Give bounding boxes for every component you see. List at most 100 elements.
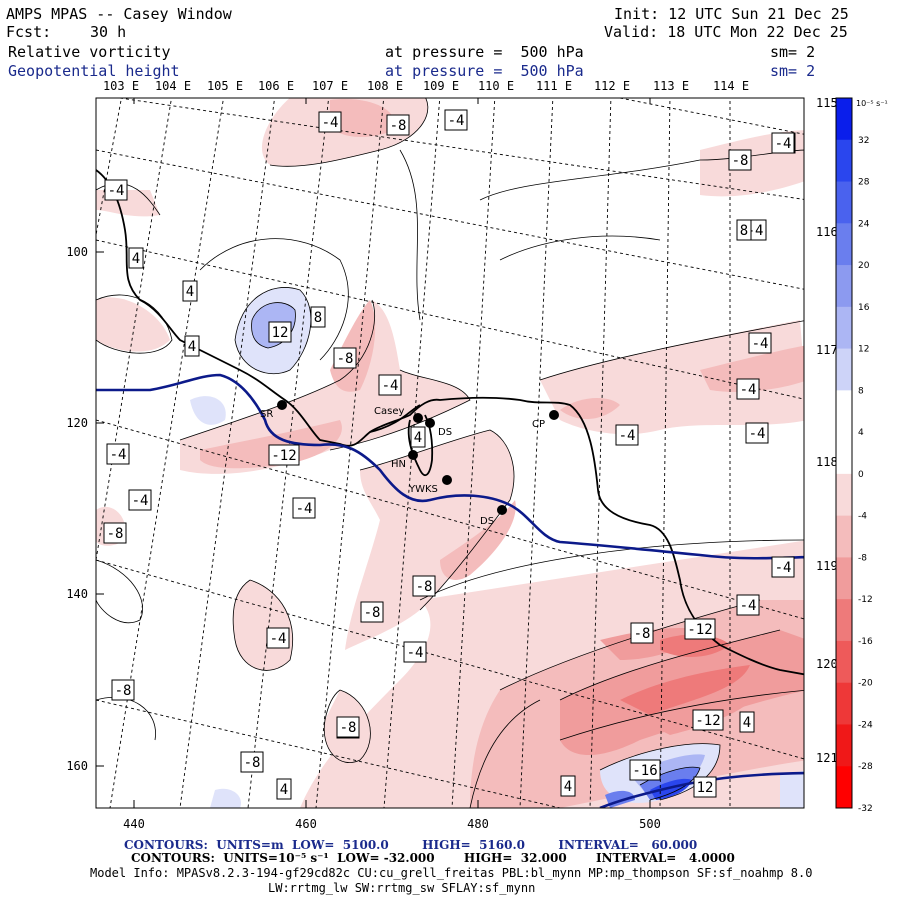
colorbar-tick-label: 16 bbox=[858, 303, 870, 313]
contour-label: -4 bbox=[266, 627, 290, 649]
contour-label: -4 bbox=[104, 179, 128, 201]
contour-label: -4 bbox=[748, 332, 772, 354]
colorbar-swatch bbox=[836, 223, 852, 266]
svg-text:-8: -8 bbox=[107, 526, 124, 542]
field1-name: Relative vorticity bbox=[8, 43, 171, 61]
colorbar-swatch bbox=[836, 640, 852, 684]
contour-label: -4 bbox=[378, 374, 402, 396]
colorbar-tick-label: -32 bbox=[858, 804, 873, 814]
contour-label: -4 bbox=[403, 641, 427, 663]
contour-label: -12 bbox=[268, 444, 300, 466]
colorbar-tick-label: -24 bbox=[858, 720, 873, 730]
contour-label: -12 bbox=[684, 618, 716, 640]
svg-text:-12: -12 bbox=[687, 622, 712, 638]
plot-title: AMPS MPAS -- Casey Window bbox=[6, 5, 232, 23]
contour-label: -4 bbox=[106, 443, 130, 465]
contour-label: -8 bbox=[386, 114, 410, 136]
contour-label: 4 bbox=[739, 711, 755, 733]
svg-text:4: 4 bbox=[132, 251, 140, 267]
contour-label: -4 bbox=[736, 594, 760, 616]
colorbar-swatch bbox=[836, 432, 852, 475]
field2-level: at pressure = 500 hPa bbox=[385, 62, 584, 80]
colorbar-tick-label: -20 bbox=[858, 679, 873, 689]
station-label: CP bbox=[532, 419, 545, 430]
field2-name: Geopotential height bbox=[8, 62, 180, 80]
x-tick-label: 460 bbox=[295, 817, 317, 831]
svg-text:-8: -8 bbox=[364, 605, 381, 621]
colorbar-swatch bbox=[836, 265, 852, 308]
svg-text:4: 4 bbox=[743, 715, 751, 731]
map-area: -4 -8 -4 -8 -4 -4 4 4 -4 12 8 4 -8 -4 -4 -4 4 -4 -12 -4 -4 -8… bbox=[96, 98, 804, 808]
svg-text:-4: -4 bbox=[296, 501, 313, 517]
vorticity-contours bbox=[96, 98, 804, 808]
y-tick-label: 120 bbox=[66, 416, 88, 430]
colorbar-swatch bbox=[836, 348, 852, 391]
vorticity-contour-info: CONTOURS: UNITS=10⁻⁵ s⁻¹ LOW= -32.000 HI… bbox=[131, 851, 735, 865]
model-info-physics: LW:rrtmg_lw SW:rrtmg_sw SFLAY:sf_mynn bbox=[268, 881, 536, 895]
colorbar-tick-label: -4 bbox=[858, 512, 867, 522]
svg-text:4: 4 bbox=[414, 430, 422, 446]
contour-label: -4 bbox=[745, 422, 769, 444]
station-label: HN bbox=[391, 459, 406, 470]
svg-text:-16: -16 bbox=[632, 763, 657, 779]
top-lon-label: 104 E bbox=[155, 79, 191, 93]
field1-level: at pressure = 500 hPa bbox=[385, 43, 584, 61]
y-tick-label: 100 bbox=[66, 245, 88, 259]
svg-text:-4: -4 bbox=[752, 336, 769, 352]
colorbar-tick-label: 32 bbox=[858, 136, 869, 146]
field2-smooth: sm= 2 bbox=[770, 62, 816, 80]
contour-label: -8 bbox=[240, 751, 264, 773]
svg-text:-4: -4 bbox=[108, 183, 125, 199]
station-marker: DS bbox=[480, 505, 507, 527]
station-label: DS bbox=[438, 427, 452, 438]
svg-text:-8: -8 bbox=[416, 579, 433, 595]
colorbar-tick-label: -12 bbox=[858, 595, 873, 605]
contour-label: -16 bbox=[629, 759, 661, 781]
forecast-hour: 30 h bbox=[90, 23, 127, 41]
contour-label: 8 bbox=[736, 219, 752, 241]
svg-text:12: 12 bbox=[272, 325, 289, 341]
station-label: Casey bbox=[374, 406, 404, 417]
contour-label: -12 bbox=[692, 709, 724, 731]
station-marker: SR bbox=[260, 400, 287, 420]
svg-text:-4: -4 bbox=[740, 598, 757, 614]
top-lon-label: 110 E bbox=[478, 79, 514, 93]
station-markers: SR Casey DS HN YWKS CP DS bbox=[260, 400, 559, 527]
colorbar-swatch bbox=[836, 682, 852, 725]
x-tick-label: 500 bbox=[639, 817, 661, 831]
contour-label: -4 bbox=[615, 424, 639, 446]
contour-label: -4 bbox=[128, 489, 152, 511]
colorbar-tick-label: 24 bbox=[858, 219, 870, 229]
svg-text:-8: -8 bbox=[337, 351, 354, 367]
svg-text:-4: -4 bbox=[749, 426, 766, 442]
contour-label: -4 bbox=[292, 497, 316, 519]
axis-ticks bbox=[96, 98, 651, 808]
colorbar-unit: 10⁻⁵ s⁻¹ bbox=[856, 99, 888, 108]
colorbar-swatch bbox=[836, 98, 852, 141]
longitude-lines bbox=[96, 98, 804, 808]
y-tick-label: 160 bbox=[66, 759, 88, 773]
top-lon-label: 112 E bbox=[594, 79, 630, 93]
svg-text:-12: -12 bbox=[271, 448, 296, 464]
svg-text:4: 4 bbox=[188, 339, 196, 355]
svg-text:-12: -12 bbox=[695, 713, 720, 729]
map-frame bbox=[95, 97, 805, 809]
colorbar-swatch bbox=[836, 181, 852, 224]
station-marker: CP bbox=[532, 410, 559, 430]
colorbar-tick-label: 20 bbox=[858, 261, 870, 271]
colorbar: 32 28 24 20 16 12 8 4 0 -4 -8 -12 -16 -20 -24 -28 -32 10⁻… bbox=[835, 97, 888, 814]
colorbar-swatch bbox=[836, 473, 852, 517]
svg-text:-4: -4 bbox=[382, 378, 399, 394]
contour-label: -4 bbox=[736, 378, 760, 400]
svg-text:-4: -4 bbox=[448, 113, 465, 129]
colorbar-tick-label: 4 bbox=[858, 428, 864, 438]
svg-text:-4: -4 bbox=[322, 115, 339, 131]
contour-label: 8 bbox=[310, 306, 326, 328]
svg-text:4: 4 bbox=[564, 779, 572, 795]
height-contour-5100 bbox=[96, 373, 804, 560]
svg-text:4: 4 bbox=[186, 284, 194, 300]
x-tick-label: 480 bbox=[467, 817, 489, 831]
station-marker: YWKS bbox=[408, 475, 452, 495]
top-lon-label: 103 E bbox=[103, 79, 139, 93]
